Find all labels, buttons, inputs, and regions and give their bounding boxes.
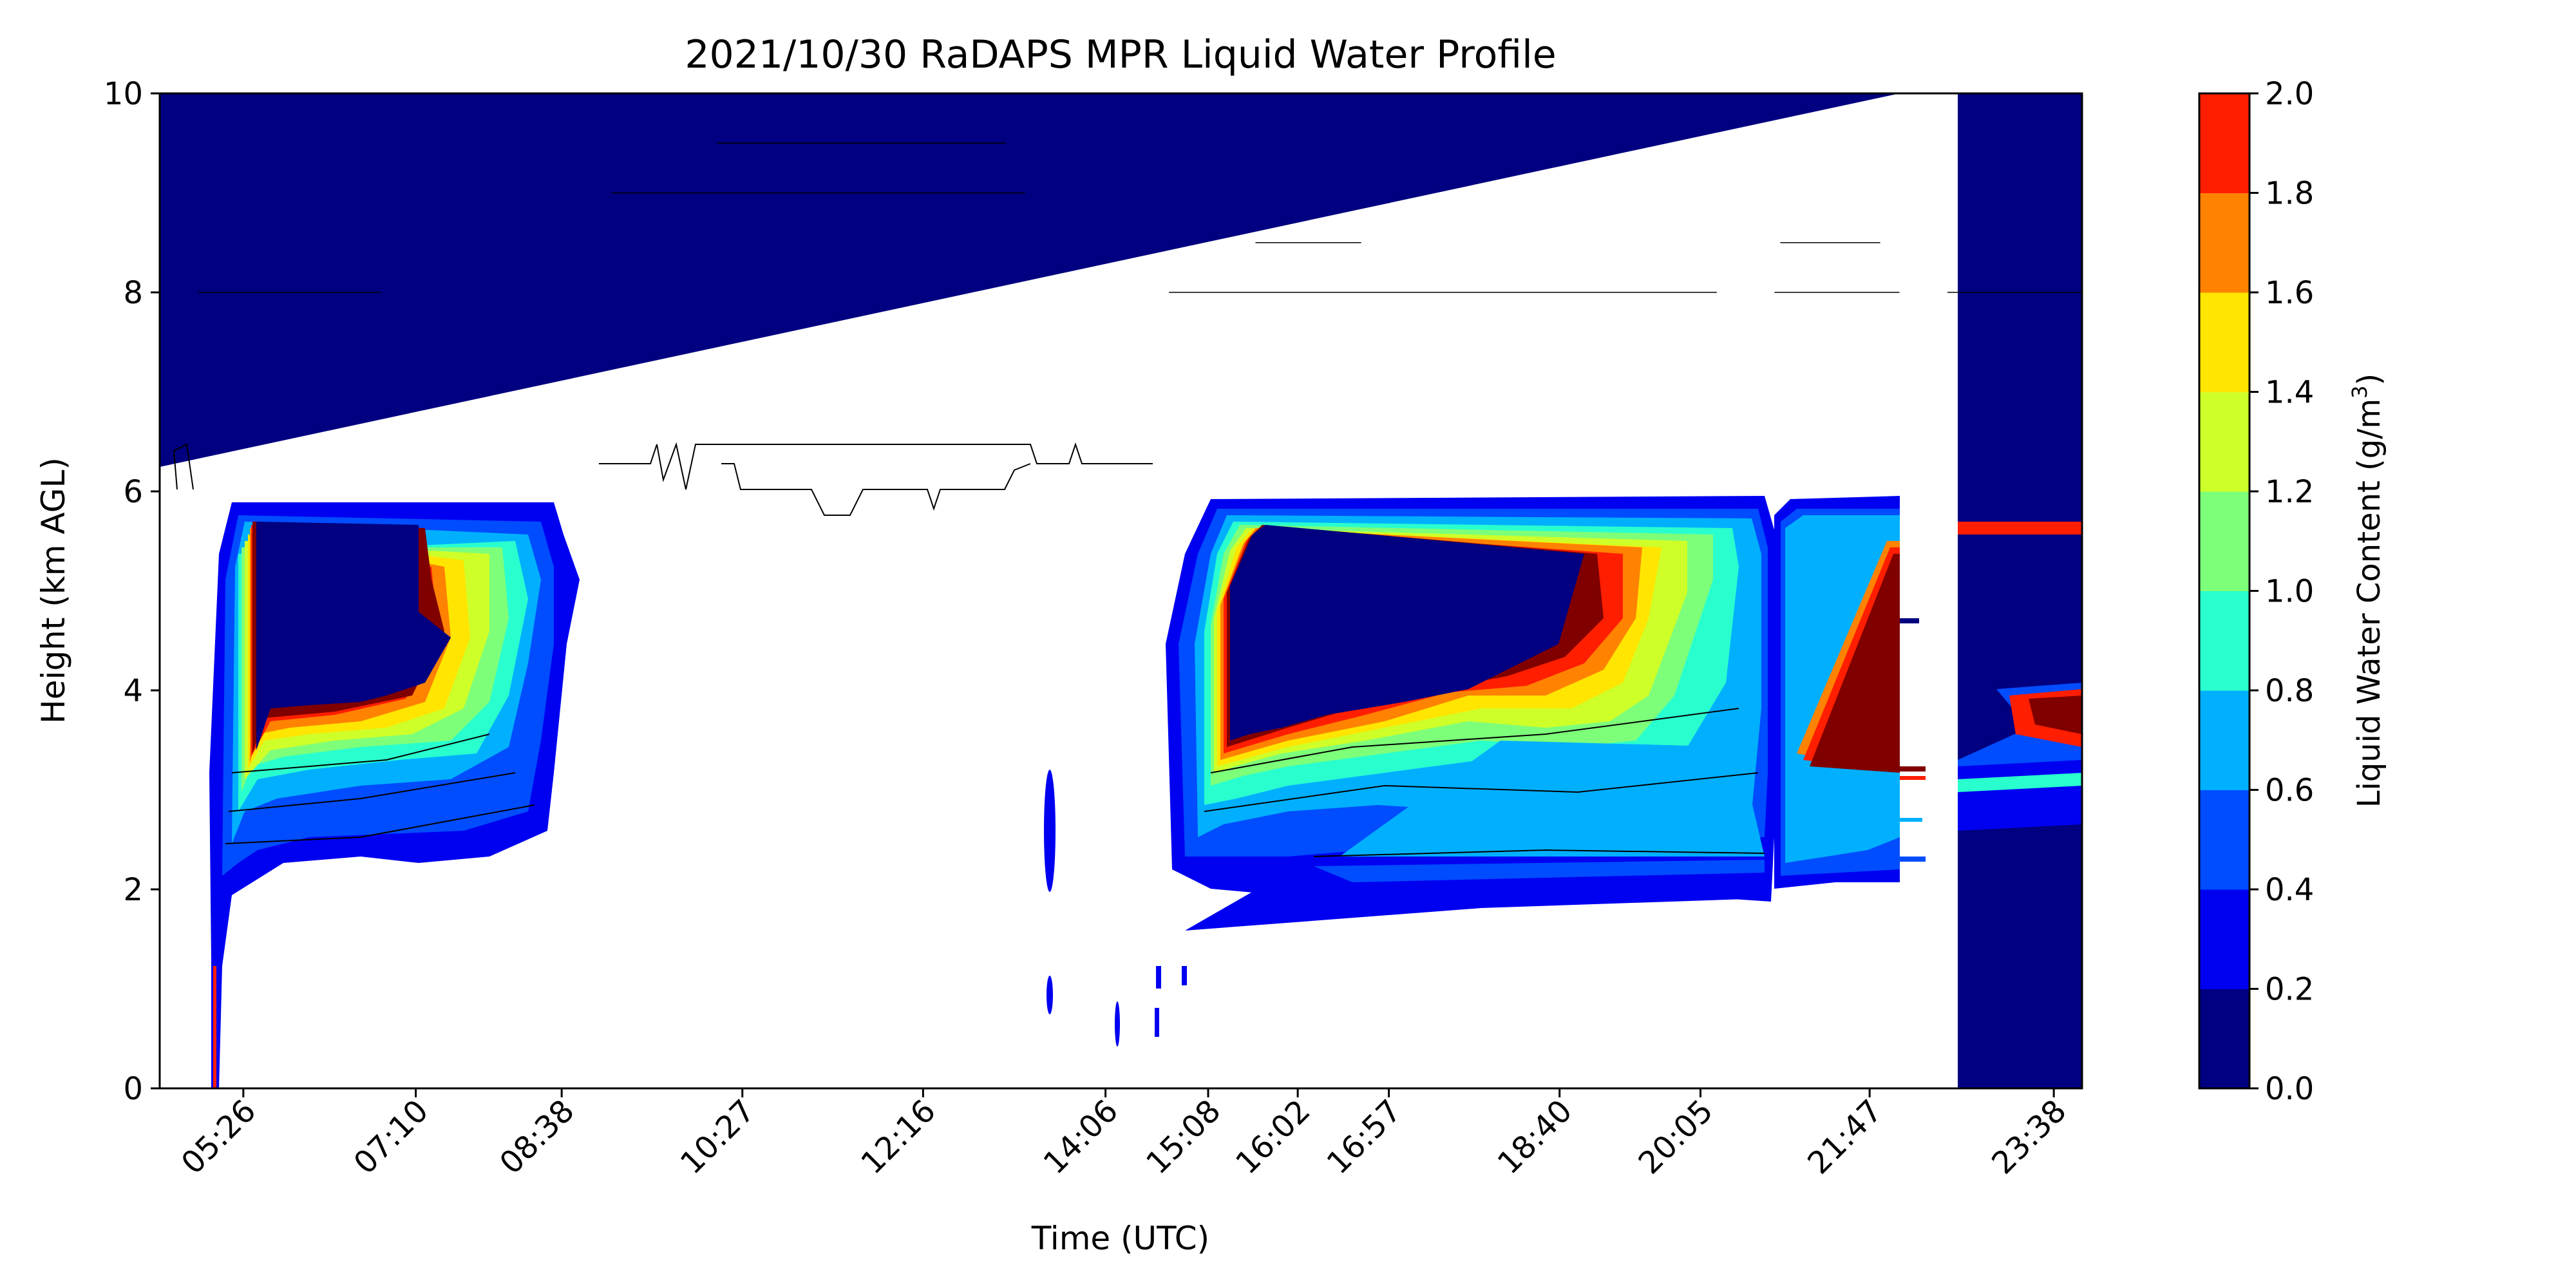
colorbar-band	[2199, 292, 2249, 392]
colorbar-label-end: )	[2351, 374, 2387, 386]
x-axis-label: Time (UTC)	[1031, 1220, 1209, 1257]
x-tick-label: 15:08	[1139, 1093, 1227, 1181]
cloud-block-left	[209, 502, 580, 1088]
colorbar-tick-label: 1.0	[2265, 574, 2314, 610]
white-gap-strip	[1900, 489, 1958, 902]
x-tick-label: 18:40	[1491, 1093, 1579, 1181]
contour-lines	[173, 442, 1765, 857]
y-axis: 0 2 4 6 8 10	[104, 76, 160, 1107]
small-streaks	[211, 770, 1187, 1088]
x-tick-label: 12:16	[854, 1093, 942, 1181]
colorbar-tick-label: 2.0	[2265, 76, 2314, 112]
colorbar: 0.0 0.2 0.4 0.6 0.8 1.0 1.2 1.4 1.6 1.8 2.0	[2198, 76, 2314, 1107]
colorbar-tick-label: 1.8	[2265, 176, 2314, 212]
colorbar-tick-label: 0.4	[2265, 872, 2314, 908]
y-tick-label: 10	[104, 76, 143, 112]
colorbar-tick-label: 1.6	[2265, 275, 2314, 311]
colorbar-band	[2199, 889, 2249, 989]
colorbar-tick-label: 0.6	[2265, 773, 2314, 809]
x-tick-label: 20:05	[1632, 1093, 1720, 1181]
colorbar-band	[2199, 591, 2249, 691]
y-axis-label: Height (km AGL)	[35, 457, 72, 724]
x-tick-label: 10:27	[674, 1093, 762, 1181]
colorbar-tick-label: 0.8	[2265, 673, 2314, 709]
x-tick-label: 14:06	[1037, 1093, 1125, 1181]
x-tick-label: 16:57	[1320, 1093, 1408, 1181]
y-tick-label: 8	[123, 275, 143, 311]
cloud-block-middle	[1166, 496, 1777, 931]
gap-slivers	[1900, 618, 1926, 862]
y-tick-label: 2	[123, 872, 143, 908]
colorbar-label-main: Liquid Water Content (g/m	[2351, 399, 2387, 808]
colorbar-tick-label: 0.2	[2265, 972, 2314, 1008]
x-tick-label: 05:26	[175, 1093, 263, 1181]
colorbar-band	[2199, 392, 2249, 492]
plot-frame	[158, 92, 2083, 1090]
y-tick-label: 4	[123, 673, 143, 709]
colorbar-band	[2199, 93, 2249, 193]
annotation-lines	[198, 142, 2082, 293]
y-tick-label: 0	[123, 1071, 143, 1107]
x-tick-label: 21:47	[1801, 1093, 1889, 1181]
colorbar-label-sup: 3	[2347, 385, 2372, 398]
colorbar-band	[2199, 989, 2249, 1089]
x-tick-label: 08:38	[493, 1093, 581, 1181]
x-tick-label: 23:38	[1985, 1093, 2073, 1181]
x-tick-label: 07:10	[347, 1093, 435, 1181]
right-dark-column	[1958, 93, 2082, 1088]
cloud-block-right	[1774, 496, 2082, 889]
colorbar-label: Liquid Water Content (g/m3)	[2347, 374, 2387, 808]
colorbar-tick-label: 0.0	[2265, 1071, 2314, 1107]
y-tick-label: 6	[123, 474, 143, 510]
colorbar-band	[2199, 690, 2249, 790]
chart-title: 2021/10/30 RaDAPS MPR Liquid Water Profi…	[685, 32, 1556, 77]
contour-plot	[160, 93, 2082, 1088]
colorbar-tick-label: 1.2	[2265, 474, 2314, 510]
colorbar-band	[2199, 193, 2249, 293]
colorbar-band	[2199, 790, 2249, 890]
x-axis: 05:26 07:10 08:38 10:27 12:16 14:06 15:08 16:02…	[175, 1088, 2074, 1181]
x-tick-label: 16:02	[1229, 1093, 1317, 1181]
colorbar-band	[2199, 491, 2249, 591]
colorbar-tick-label: 1.4	[2265, 375, 2314, 411]
upper-triangle-region	[160, 93, 1900, 467]
